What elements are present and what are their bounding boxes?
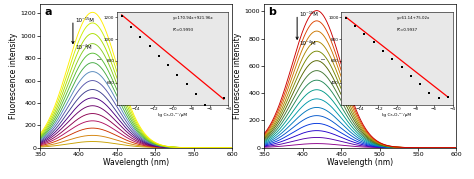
Y-axis label: Fluorescence intensity: Fluorescence intensity: [233, 33, 242, 119]
Y-axis label: Fluorescence intensity: Fluorescence intensity: [9, 33, 18, 119]
Text: 10⁻¹⁵M: 10⁻¹⁵M: [75, 18, 94, 23]
Text: 10⁻⁴M: 10⁻⁴M: [75, 45, 92, 50]
Text: b: b: [268, 7, 276, 17]
Text: 10⁻¹⁵M: 10⁻¹⁵M: [300, 12, 319, 17]
X-axis label: Wavelength (nm): Wavelength (nm): [103, 158, 169, 167]
Text: 10⁻⁴M: 10⁻⁴M: [300, 41, 316, 46]
X-axis label: Wavelength (nm): Wavelength (nm): [328, 158, 393, 167]
Text: a: a: [44, 7, 52, 17]
